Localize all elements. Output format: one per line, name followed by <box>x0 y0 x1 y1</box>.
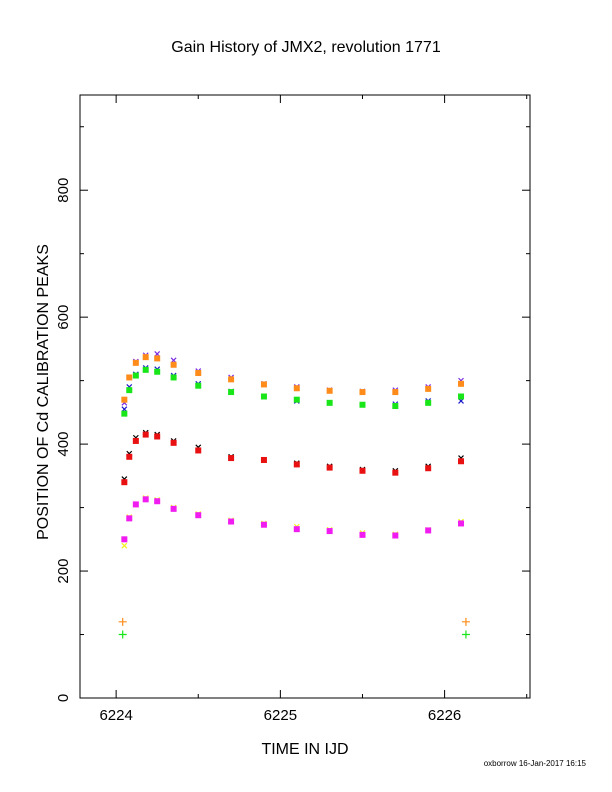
data-point <box>132 372 139 379</box>
series-4 <box>121 429 464 482</box>
series-2 <box>121 354 465 403</box>
data-point <box>154 368 161 375</box>
data-point <box>458 393 465 400</box>
data-point <box>392 403 399 410</box>
data-point <box>425 399 432 406</box>
data-point <box>260 521 267 528</box>
data-point <box>260 456 267 463</box>
data-point <box>121 410 128 417</box>
data-point <box>293 526 300 533</box>
data-point <box>228 389 235 396</box>
data-point <box>118 630 127 639</box>
data-point <box>293 396 300 403</box>
data-point <box>195 370 202 377</box>
data-point <box>126 387 133 394</box>
data-point <box>392 532 399 539</box>
data-point <box>425 465 432 472</box>
data-point <box>121 396 128 403</box>
data-point <box>461 617 470 626</box>
data-point <box>126 453 133 460</box>
data-point <box>195 447 202 454</box>
data-point <box>154 498 161 505</box>
series-8 <box>118 617 470 626</box>
data-point <box>326 399 333 406</box>
data-point <box>132 501 139 508</box>
y-axis-ticks: 0 200 400 600 800 <box>55 126 530 702</box>
data-point <box>170 439 177 446</box>
y-tick-label: 400 <box>55 432 72 457</box>
data-point <box>359 467 366 474</box>
x-axis-label: TIME IN IJD <box>261 741 348 758</box>
data-point <box>326 387 333 394</box>
data-point <box>121 479 128 486</box>
x-tick-label: 6224 <box>99 707 132 724</box>
data-point <box>170 374 177 381</box>
data-point <box>126 515 133 522</box>
data-point <box>195 382 202 389</box>
data-point <box>154 433 161 440</box>
data-point <box>121 542 128 549</box>
chart-title: Gain History of JMX2, revolution 1771 <box>171 39 441 56</box>
y-tick-label: 800 <box>55 178 72 203</box>
x-tick-label: 6226 <box>428 707 461 724</box>
data-point <box>458 458 465 465</box>
data-point <box>170 505 177 512</box>
data-point <box>118 617 127 626</box>
data-point <box>458 520 465 527</box>
y-tick-label: 200 <box>55 559 72 584</box>
data-point <box>154 355 161 362</box>
data-point <box>293 461 300 468</box>
data-point <box>359 401 366 408</box>
data-point <box>132 359 139 366</box>
data-point <box>228 455 235 462</box>
data-point <box>170 361 177 368</box>
series-1 <box>121 365 464 413</box>
plot-frame <box>79 94 531 699</box>
series-5 <box>121 431 465 486</box>
data-point <box>425 527 432 534</box>
data-point <box>142 431 149 438</box>
series-7 <box>121 496 465 543</box>
data-point <box>359 531 366 538</box>
data-point <box>228 518 235 525</box>
data-point <box>228 376 235 383</box>
data-point <box>142 354 149 361</box>
data-point <box>142 366 149 373</box>
series-9 <box>118 630 470 639</box>
y-axis-label: POSITION OF Cd CALIBRATION PEAKS <box>35 244 52 540</box>
data-point <box>326 464 333 471</box>
data-point <box>195 512 202 519</box>
data-point <box>458 380 465 387</box>
x-axis-ticks: 6224 6225 6226 <box>99 95 528 724</box>
data-point <box>392 469 399 476</box>
data-point <box>293 385 300 392</box>
data-point <box>425 385 432 392</box>
series-3 <box>121 366 465 417</box>
data-point <box>121 536 128 543</box>
series-6 <box>121 495 464 549</box>
data-point <box>142 496 149 503</box>
data-point <box>326 528 333 535</box>
data-point <box>392 389 399 396</box>
data-point <box>132 437 139 444</box>
y-tick-label: 600 <box>55 305 72 330</box>
data-point <box>260 393 267 400</box>
footer-timestamp: oxborrow 16-Jan-2017 16:15 <box>484 759 587 768</box>
data-point <box>260 381 267 388</box>
data-marks <box>118 351 470 639</box>
y-tick-label: 0 <box>55 694 72 702</box>
x-tick-label: 6225 <box>264 707 297 724</box>
data-point <box>359 389 366 396</box>
data-point <box>461 630 470 639</box>
data-point <box>126 374 133 381</box>
